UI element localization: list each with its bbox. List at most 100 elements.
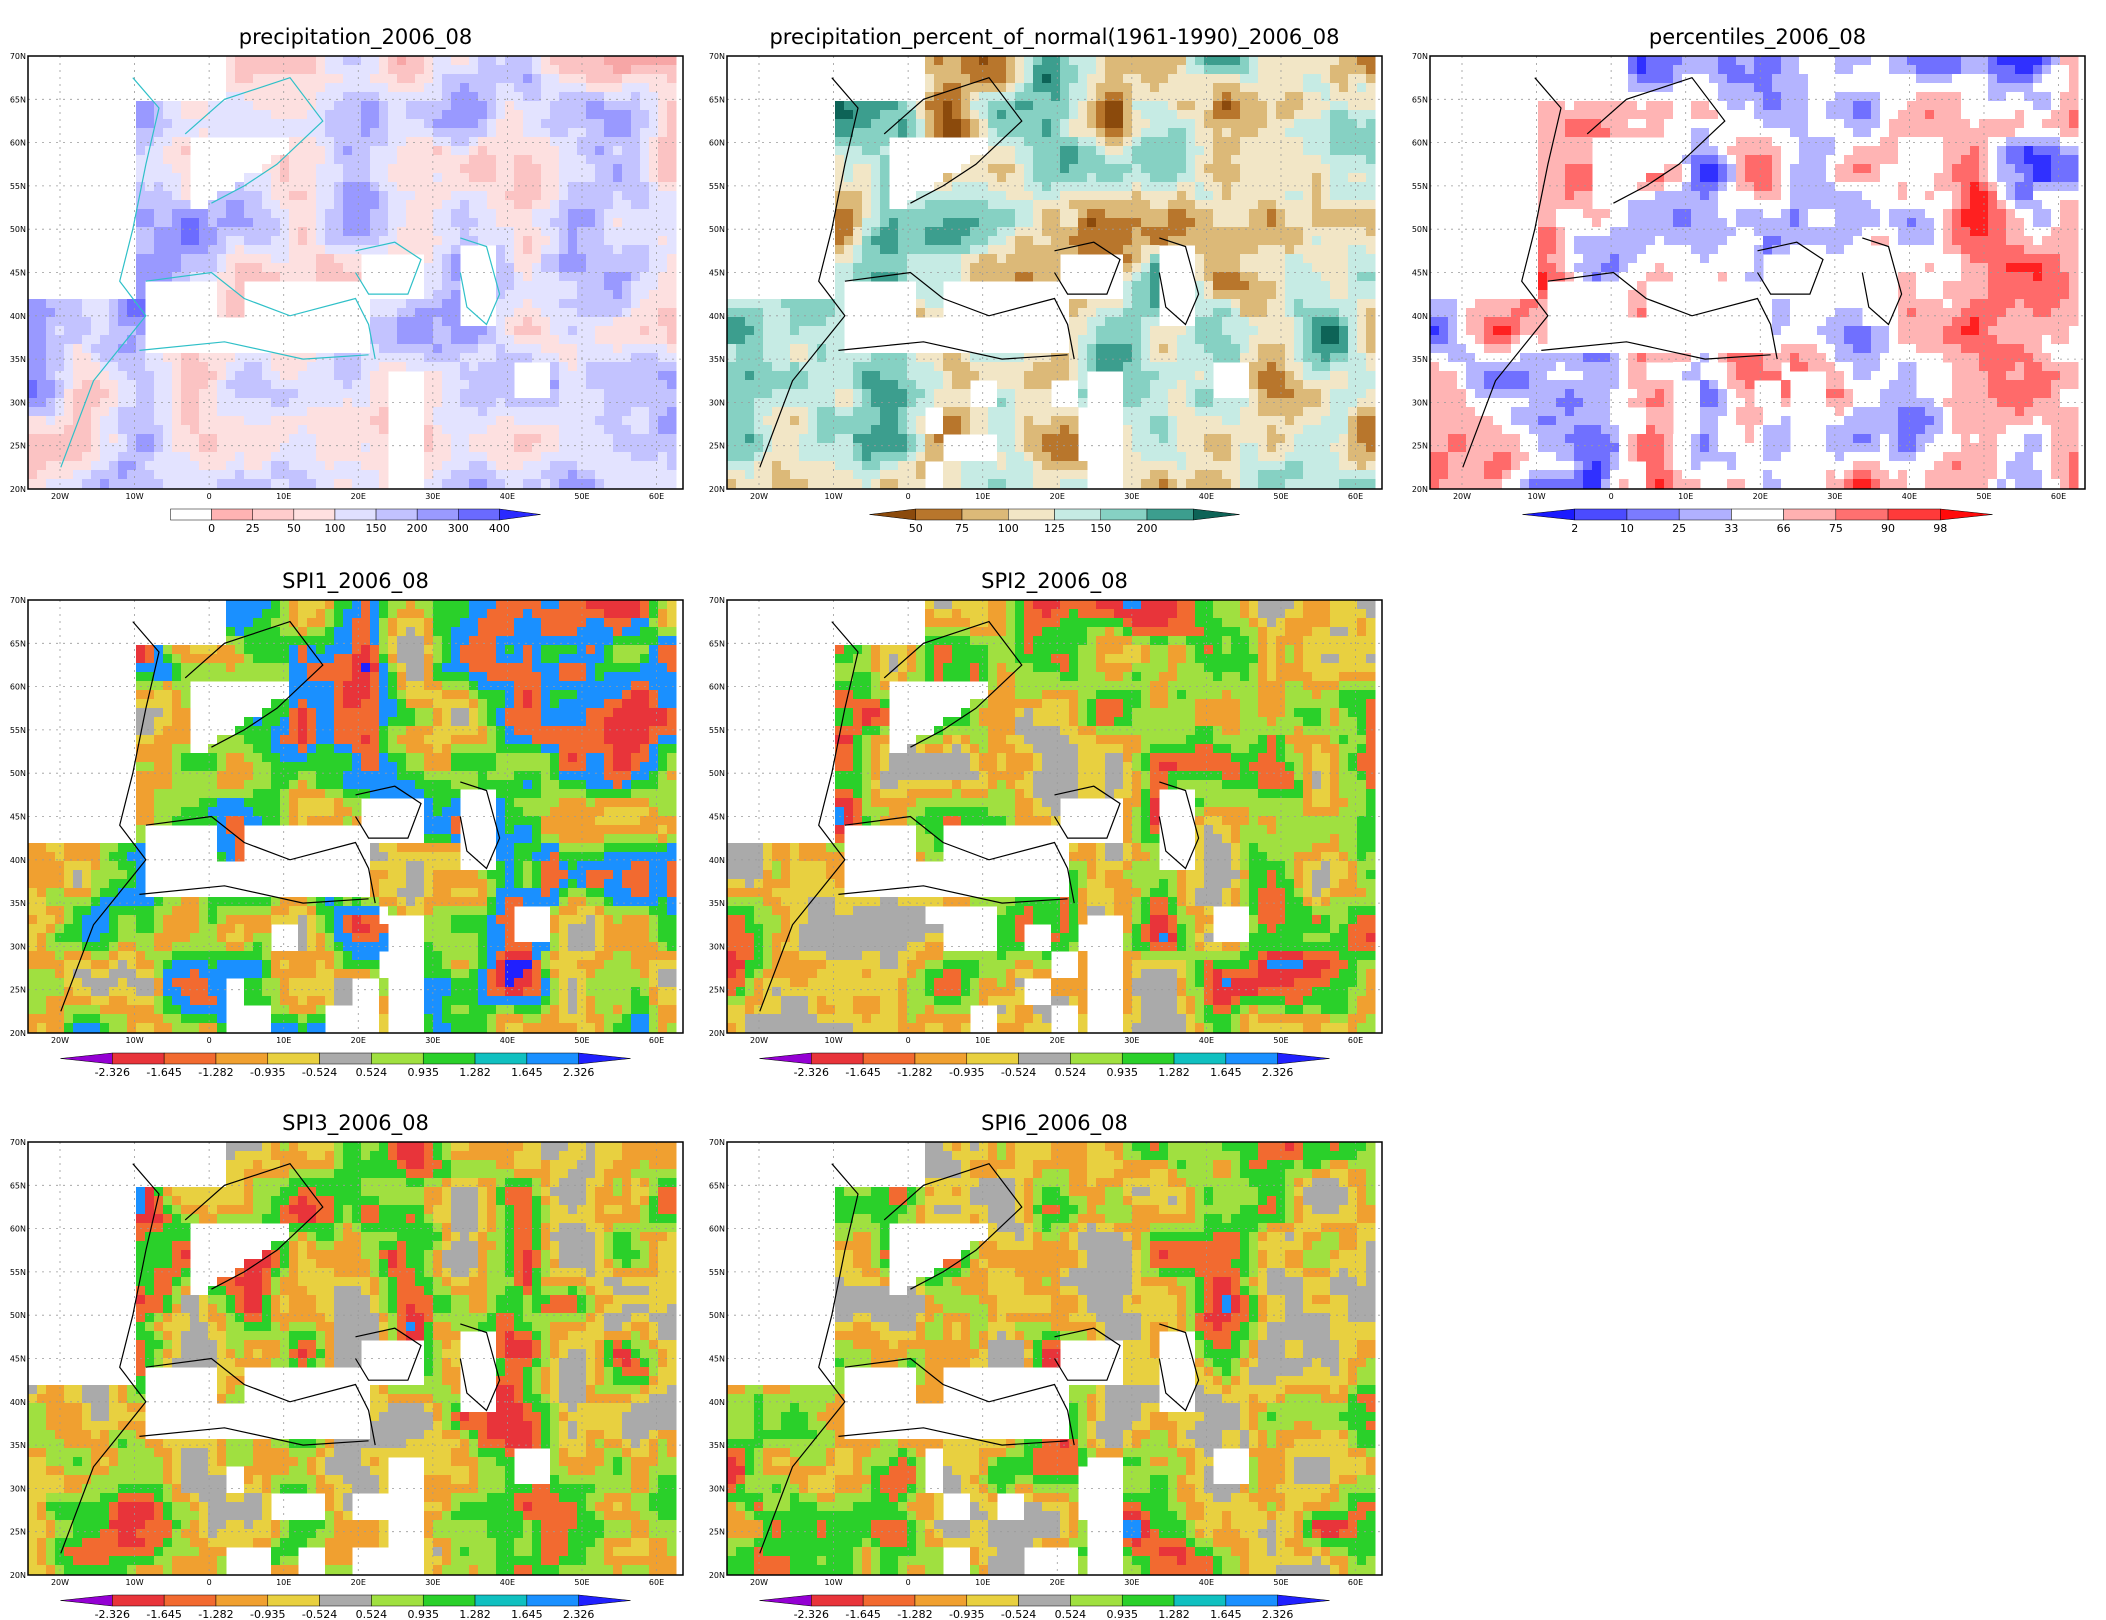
field-cell [631,326,641,336]
field-cell [118,362,128,372]
field-cell [208,452,218,462]
field-cell [1249,101,1259,111]
field-cell [1015,227,1025,237]
field-cell [37,353,47,363]
field-cell [1150,218,1160,228]
field-cell [1213,110,1223,120]
field-cell [226,119,236,129]
field-cell [880,137,890,147]
field-cell [433,425,443,435]
field-cell [595,344,605,354]
field-cell [1177,173,1187,183]
field-cell [343,272,353,282]
field-cell [952,92,962,102]
field-cell [505,137,515,147]
field-cell [667,416,677,426]
field-cell [154,119,164,129]
field-cell [1330,353,1340,363]
field-cell [532,470,542,480]
field-cell [1024,407,1034,417]
field-cell [1330,272,1340,282]
field-cell [844,182,854,192]
field-cell [1222,173,1232,183]
field-cell [988,371,998,381]
field-cell [1222,281,1232,291]
field-cell [1195,263,1205,273]
field-cell [586,56,596,66]
field-cell [1213,209,1223,219]
field-cell [550,65,560,75]
field-cell [370,227,380,237]
field-cell [1330,83,1340,93]
field-cell [100,299,110,309]
field-cell [1087,65,1097,75]
field-cell [613,245,623,255]
field-cell [1258,101,1268,111]
field-cell [280,101,290,111]
field-cell [316,182,326,192]
field-cell [745,389,755,399]
field-cell [334,272,344,282]
field-cell [1285,182,1295,192]
field-cell [37,389,47,399]
field-cell [604,56,614,66]
field-cell [586,155,596,165]
field-cell [1123,218,1133,228]
field-cell [907,380,917,390]
field-cell [1159,101,1169,111]
field-cell [577,128,587,138]
field-cell [871,209,881,219]
field-cell [1177,65,1187,75]
field-cell [604,335,614,345]
field-cell [1321,200,1331,210]
field-cell [1339,236,1349,246]
field-cell [298,191,308,201]
field-cell [271,155,281,165]
field-cell [307,371,317,381]
field-cell [1240,272,1250,282]
field-cell [397,218,407,228]
field-cell [424,470,434,480]
field-cell [496,443,506,453]
field-cell [1177,164,1187,174]
field-cell [1312,155,1322,165]
field-cell [631,56,641,66]
field-cell [1240,344,1250,354]
field-cell [370,146,380,156]
field-cell [460,155,470,165]
field-cell [307,362,317,372]
field-cell [1177,92,1187,102]
field-cell [835,164,845,174]
field-cell [880,398,890,408]
field-cell [1213,173,1223,183]
field-cell [952,371,962,381]
field-cell [577,191,587,201]
field-cell [1069,227,1079,237]
field-cell [154,470,164,480]
field-cell [433,479,443,489]
field-cell [442,218,452,228]
field-cell [631,362,641,372]
field-cell [487,452,497,462]
field-cell [1357,74,1367,84]
field-cell [586,173,596,183]
field-cell [1015,209,1025,219]
field-cell [1312,218,1322,228]
field-cell [667,110,677,120]
field-cell [1294,389,1304,399]
field-cell [853,101,863,111]
field-cell [1168,416,1178,426]
field-cell [1321,83,1331,93]
field-cell [1114,326,1124,336]
field-cell [934,281,944,291]
field-cell [835,245,845,255]
field-cell [871,146,881,156]
field-cell [505,479,515,489]
field-cell [541,461,551,471]
field-cell [1294,227,1304,237]
field-cell [523,344,533,354]
field-cell [145,398,155,408]
field-cell [424,146,434,156]
field-cell [1258,173,1268,183]
field-cell [190,479,200,489]
